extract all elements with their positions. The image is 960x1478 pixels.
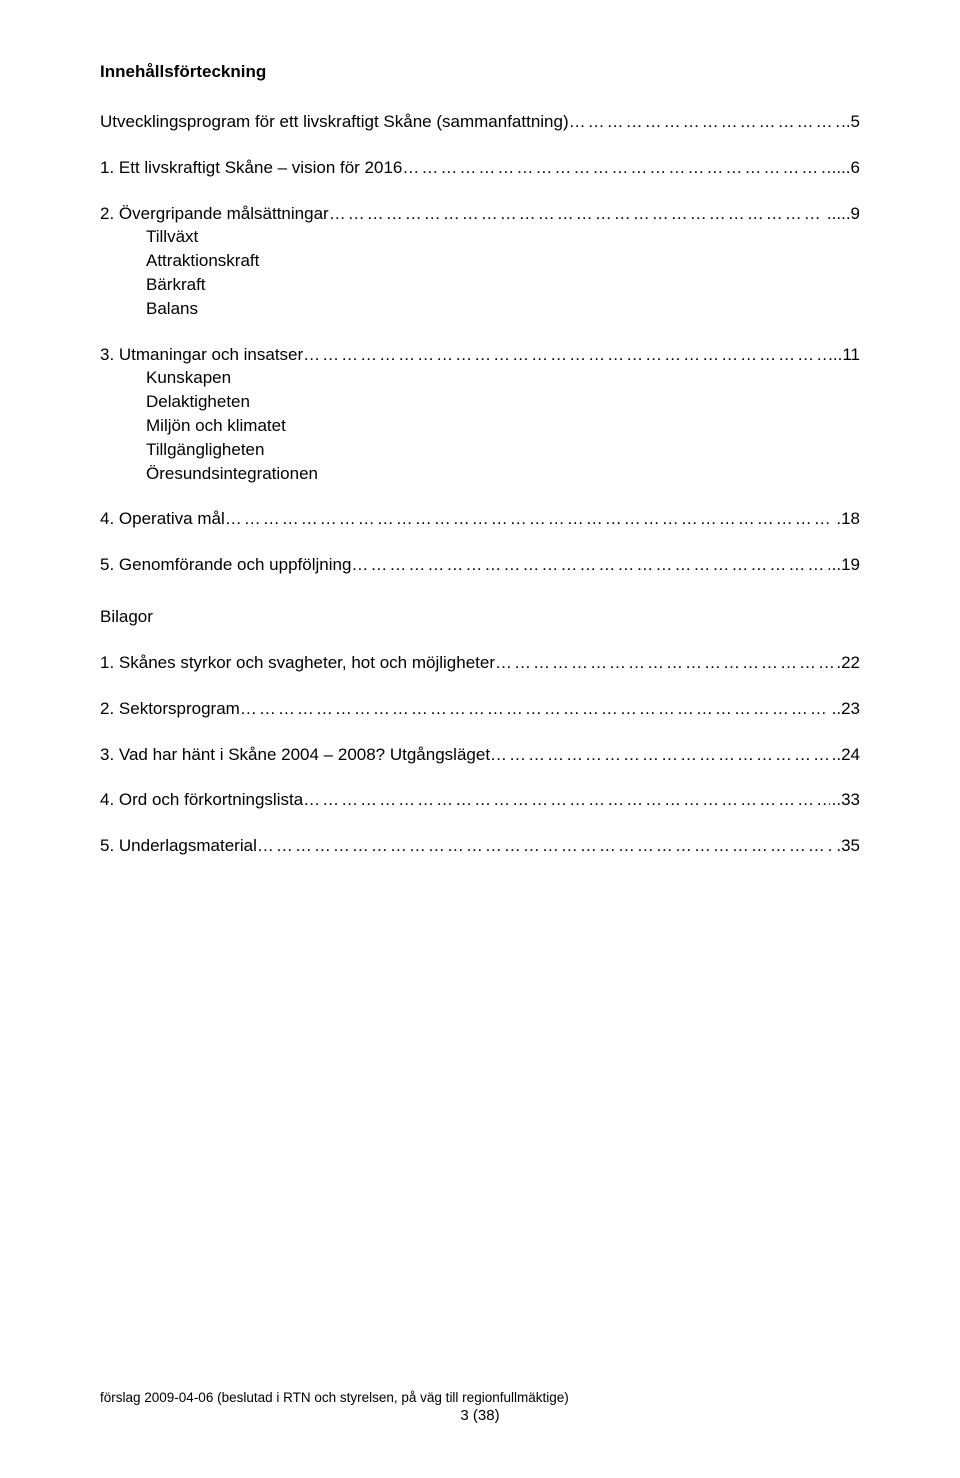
toc-summary-label: Utvecklingsprogram för ett livskraftigt … [100,110,569,134]
bilagor-2-page: ..23 [830,697,860,721]
toc-subitem: Kunskapen [146,366,860,390]
bilagor-2: 2. Sektorsprogram …………………………………………………………… [100,697,860,721]
toc-s3-page: ...11 [826,343,860,367]
bilagor-5-label: 5. Underlagsmaterial [100,834,257,858]
bilagor-3-page: ..24 [830,743,860,767]
toc-subitem: Tillgängligheten [146,438,860,462]
footer-page-number: 3 (38) [100,1407,860,1424]
toc-s1-label: 1. Ett livskraftigt Skåne – vision för 2… [100,156,402,180]
footer-line: förslag 2009-04-06 (beslutad i RTN och s… [100,1390,860,1405]
toc-section-3: 3. Utmaningar och insatser …………………………………… [100,343,860,367]
bilagor-1: 1. Skånes styrkor och svagheter, hot och… [100,651,860,675]
toc-summary: Utvecklingsprogram för ett livskraftigt … [100,110,860,134]
bilagor-2-label: 2. Sektorsprogram [100,697,240,721]
bilagor-3-label: 3. Vad har hänt i Skåne 2004 – 2008? Utg… [100,743,490,767]
page-footer: förslag 2009-04-06 (beslutad i RTN och s… [100,1390,860,1424]
leader-dots: …………………………………………………………………………………………………………… [351,553,829,577]
toc-s5-page: ..19 [830,553,860,577]
leader-dots: …………………………………………………………………………………………………………… [225,507,835,531]
bilagor-4-label: 4. Ord och förkortningslista [100,788,303,812]
toc-subitem: Attraktionskraft [146,249,860,273]
toc-s4-label: 4. Operativa mål [100,507,225,531]
toc-subitem: Tillväxt [146,225,860,249]
bilagor-5: 5. Underlagsmaterial …………………………………………………… [100,834,860,858]
toc-s2-subitems: Tillväxt Attraktionskraft Bärkraft Balan… [146,225,860,320]
leader-dots: …………………………………………………………………………………………………………… [495,651,834,675]
leader-dots: …………………………………………………………………………………………………………… [402,156,829,180]
leader-dots: …………………………………………………………………………………………………………… [490,743,830,767]
toc-summary-page: ..5 [839,110,860,134]
toc-section-1: 1. Ett livskraftigt Skåne – vision för 2… [100,156,860,180]
toc-subitem: Bärkraft [146,273,860,297]
bilagor-4-page: ..33 [830,788,860,812]
bilagor-title: Bilagor [100,607,860,627]
toc-section-4: 4. Operativa mål ……………………………………………………………… [100,507,860,531]
leader-dots: …………………………………………………………………………………………………………… [303,343,826,367]
toc-s4-page: .18 [834,507,860,531]
toc-s3-label: 3. Utmaningar och insatser [100,343,303,367]
toc-subitem: Öresundsintegrationen [146,462,860,486]
leader-dots: …………………………………………………………………………………………………………… [257,834,835,858]
leader-dots: …………………………………………………………………………………………………………… [569,110,839,134]
toc-s1-page: ....6 [830,156,860,180]
bilagor-4: 4. Ord och förkortningslista ……………………………… [100,788,860,812]
toc-s3-subitems: Kunskapen Delaktigheten Miljön och klima… [146,366,860,485]
bilagor-1-page: .22 [834,651,860,675]
toc-subitem: Miljön och klimatet [146,414,860,438]
toc-subitem: Balans [146,297,860,321]
leader-dots: …………………………………………………………………………………………………………… [303,788,829,812]
doc-title: Innehållsförteckning [100,62,860,82]
toc-subitem: Delaktigheten [146,390,860,414]
toc-section-2: 2. Övergripande målsättningar …………………………… [100,202,860,226]
toc-section-5: 5. Genomförande och uppföljning ……………………… [100,553,860,577]
toc-s2-page: .....9 [825,202,860,226]
toc-s5-label: 5. Genomförande och uppföljning [100,553,351,577]
toc-s2-label: 2. Övergripande målsättningar [100,202,329,226]
bilagor-3: 3. Vad har hänt i Skåne 2004 – 2008? Utg… [100,743,860,767]
bilagor-5-page: .35 [834,834,860,858]
leader-dots: …………………………………………………………………………………………………………… [240,697,830,721]
bilagor-1-label: 1. Skånes styrkor och svagheter, hot och… [100,651,495,675]
leader-dots: …………………………………………………………………………………………………………… [329,202,825,226]
